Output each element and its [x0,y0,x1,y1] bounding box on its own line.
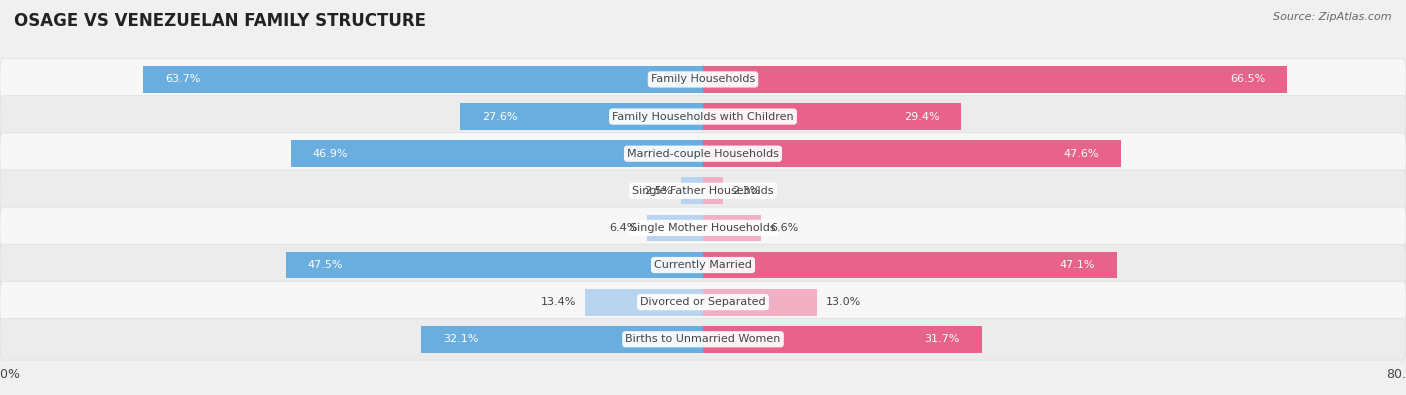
Bar [703,66,1288,93]
FancyBboxPatch shape [0,207,1406,249]
FancyBboxPatch shape [0,58,1406,100]
Bar [703,140,1122,167]
Text: 2.5%: 2.5% [644,186,672,196]
FancyBboxPatch shape [0,96,1406,137]
Text: 32.1%: 32.1% [443,334,478,344]
Text: Single Mother Households: Single Mother Households [630,223,776,233]
Text: 47.6%: 47.6% [1064,149,1099,159]
Text: 63.7%: 63.7% [166,74,201,85]
Text: Source: ZipAtlas.com: Source: ZipAtlas.com [1274,12,1392,22]
Text: 29.4%: 29.4% [904,111,939,122]
Text: 6.4%: 6.4% [610,223,638,233]
FancyBboxPatch shape [0,281,1406,323]
Bar [285,252,703,278]
Bar [647,214,703,241]
FancyBboxPatch shape [0,318,1406,360]
Bar [681,177,703,204]
Text: 13.4%: 13.4% [541,297,576,307]
Bar [143,66,703,93]
Text: Divorced or Separated: Divorced or Separated [640,297,766,307]
Text: Family Households with Children: Family Households with Children [612,111,794,122]
Text: 13.0%: 13.0% [827,297,862,307]
Text: Family Households: Family Households [651,74,755,85]
Text: Births to Unmarried Women: Births to Unmarried Women [626,334,780,344]
Bar [703,252,1116,278]
Bar [703,326,981,353]
Bar [291,140,703,167]
Bar [461,103,703,130]
FancyBboxPatch shape [0,244,1406,286]
Bar [703,177,723,204]
Text: 47.5%: 47.5% [308,260,343,270]
Text: Single Father Households: Single Father Households [633,186,773,196]
Bar [703,289,817,316]
Text: Married-couple Households: Married-couple Households [627,149,779,159]
Text: 6.6%: 6.6% [770,223,799,233]
Text: 47.1%: 47.1% [1060,260,1095,270]
Text: 31.7%: 31.7% [924,334,960,344]
Bar [703,103,962,130]
Bar [703,214,761,241]
Legend: Osage, Venezuelan: Osage, Venezuelan [614,389,792,395]
Bar [585,289,703,316]
Text: 66.5%: 66.5% [1230,74,1265,85]
Text: 46.9%: 46.9% [314,149,349,159]
Text: OSAGE VS VENEZUELAN FAMILY STRUCTURE: OSAGE VS VENEZUELAN FAMILY STRUCTURE [14,12,426,30]
Text: 27.6%: 27.6% [482,111,517,122]
Text: 2.3%: 2.3% [733,186,761,196]
Bar [420,326,703,353]
FancyBboxPatch shape [0,133,1406,175]
FancyBboxPatch shape [0,170,1406,212]
Text: Currently Married: Currently Married [654,260,752,270]
